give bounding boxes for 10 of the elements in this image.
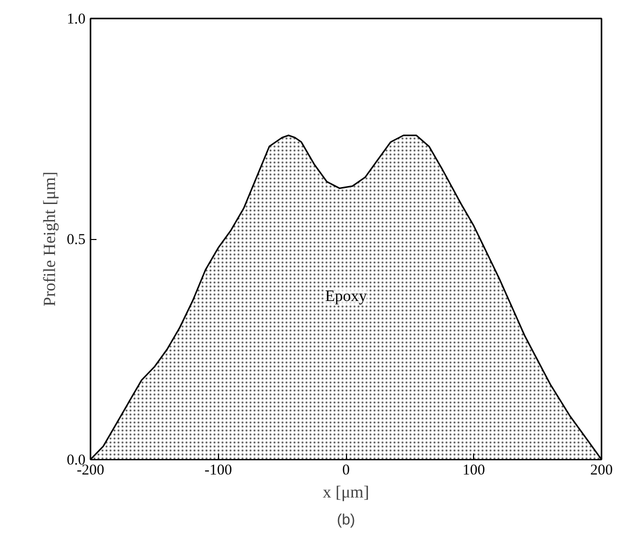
x-axis-title: x [μm] xyxy=(322,482,370,502)
y-tick-label: 1.0 xyxy=(66,12,86,28)
annotation: Epoxy xyxy=(325,288,367,306)
x-tick-label: 200 xyxy=(590,462,613,478)
y-tick-label: 0.5 xyxy=(66,232,86,248)
x-tick-label: 0 xyxy=(342,462,350,478)
text: (b) xyxy=(336,512,356,528)
y-axis-title: Profile Height [μm] xyxy=(40,172,59,306)
x-tick-label: 100 xyxy=(462,462,485,478)
x-tick-label: -100 xyxy=(204,462,232,478)
